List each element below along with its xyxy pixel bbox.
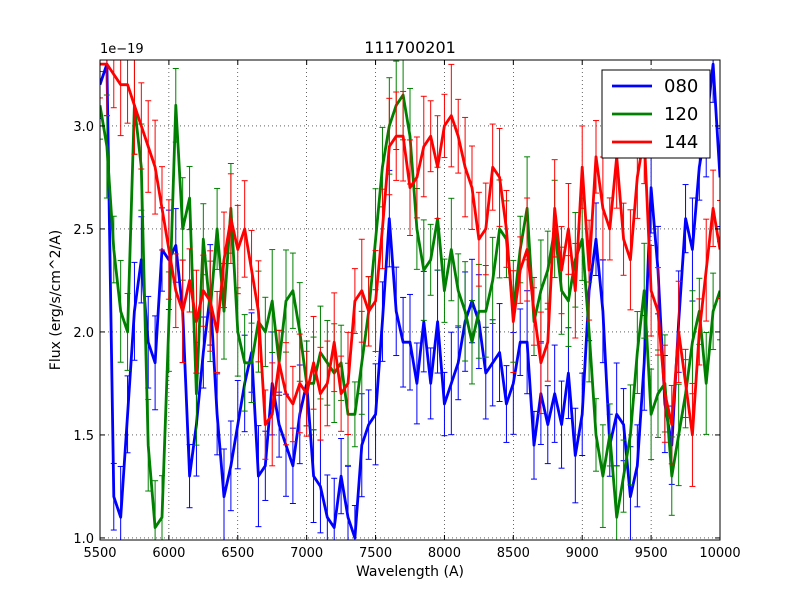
x-tick-label: 8000 [428, 546, 461, 561]
y-tick-label: 1.0 [73, 532, 94, 547]
series-group [100, 60, 720, 540]
chart-title: 111700201 [364, 38, 456, 57]
x-tick-label: 7500 [359, 546, 392, 561]
x-tick-label: 10000 [699, 546, 740, 561]
plot-area [100, 60, 720, 540]
ticks: 5500 6000 6500 7000 7500 8000 8500 9000 9500 1000… [73, 60, 741, 561]
legend-label-120: 120 [664, 104, 698, 125]
legend-label-080: 080 [664, 76, 698, 97]
y-axis-label: Flux (erg/s/cm^2/A) [48, 230, 64, 370]
series-line-120 [100, 93, 720, 529]
series-line-080 [100, 62, 720, 540]
x-tick-label: 8500 [497, 546, 530, 561]
y-offset-label: 1e−19 [100, 42, 144, 57]
y-tick-label: 1.5 [73, 429, 94, 444]
y-tick-label: 2.0 [73, 326, 94, 341]
axes-frame [99, 59, 721, 541]
legend-label-144: 144 [664, 132, 698, 153]
x-tick-label: 9000 [566, 546, 599, 561]
legend: 080 120 144 [601, 69, 711, 159]
x-axis-label: Wavelength (A) [356, 564, 464, 580]
y-tick-label: 2.5 [73, 223, 94, 238]
x-tick-label: 6500 [221, 546, 254, 561]
x-tick-label: 7000 [290, 546, 323, 561]
x-tick-label: 5500 [83, 546, 116, 561]
y-tick-label: 3.0 [73, 120, 94, 135]
x-tick-label: 9500 [635, 546, 668, 561]
x-tick-label: 6000 [152, 546, 185, 561]
